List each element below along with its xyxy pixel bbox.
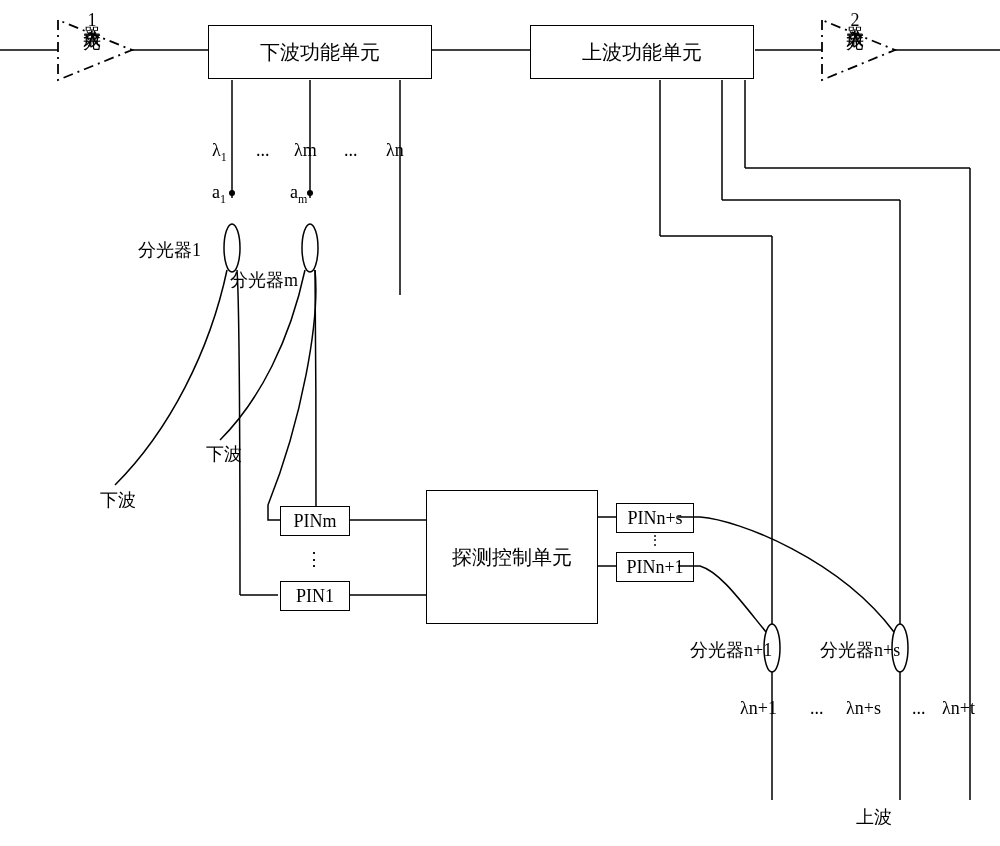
svg-point-22: [764, 624, 780, 672]
svg-point-27: [892, 624, 908, 672]
